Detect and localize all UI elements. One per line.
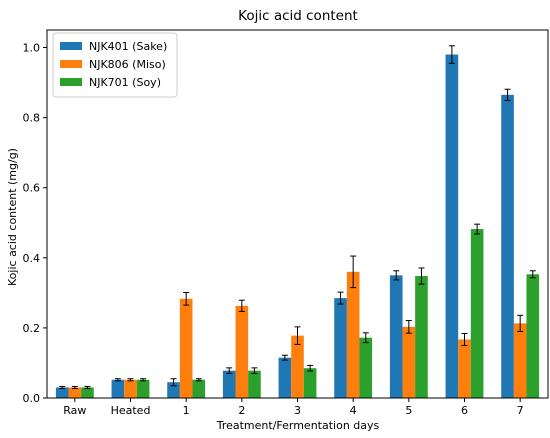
bar-3-4 [359,337,373,398]
error-bar [140,378,147,382]
error-bar [461,333,468,346]
error-bar [504,88,511,101]
bar-groups [55,54,540,399]
x-tick-label: 3 [294,404,301,417]
legend-label: NJK701 (Soy) [89,76,161,89]
x-axis-label: Treatment/Fermentation days [216,419,380,432]
y-axis: 0.0 0.2 0.4 0.6 0.8 1.0 [23,42,47,405]
bar-1-4 [334,298,347,398]
bar-2-2 [235,305,249,398]
bar-2-3 [291,335,304,398]
bar-2-7 [513,323,527,398]
bar-1-7 [501,94,514,398]
error-bars [59,45,536,390]
x-tick-label: 1 [183,404,190,417]
y-tick-label: 0.4 [23,252,41,265]
legend-swatch [60,78,82,86]
y-tick-label: 0.2 [23,322,41,335]
bar-2-4 [346,271,360,398]
legend: NJK401 (Sake) NJK806 (Miso) NJK701 (Soy) [52,32,178,98]
bar-3-Raw [81,387,94,398]
error-bar [71,385,78,390]
bar-1-Heated [111,379,125,398]
legend-swatch [60,60,82,68]
bar-3-1 [192,379,206,398]
error-bar [251,367,258,374]
y-tick-label: 0.6 [23,182,41,195]
error-bar [183,292,190,306]
error-bar [448,45,455,64]
error-bar [238,299,245,312]
legend-label: NJK401 (Sake) [89,40,167,53]
y-tick-label: 0.8 [23,112,41,125]
bar-1-5 [389,275,403,398]
bar-3-2 [248,370,261,398]
bar-3-3 [303,368,317,398]
error-bar [405,320,412,334]
x-tick-label: 6 [461,404,468,417]
error-bar [393,270,400,281]
error-bar [281,354,288,361]
x-axis: Raw Heated 1 2 3 4 5 6 7 [63,398,524,417]
error-bar [337,291,344,305]
y-tick-label: 1.0 [23,42,41,55]
y-axis-label: Kojic acid content (mg/g) [6,148,19,286]
bar-1-2 [222,370,236,398]
error-bar [307,364,314,372]
x-tick-label: Heated [111,404,151,417]
bar-3-7 [526,274,540,398]
error-bar [226,367,233,374]
error-bar [362,332,369,344]
bar-3-5 [415,276,428,398]
bar-1-6 [445,54,459,399]
error-bar [529,270,536,279]
x-tick-label: Raw [63,404,86,417]
error-bar [170,378,177,387]
bar-1-3 [278,357,292,398]
y-tick-label: 0.0 [23,392,41,405]
x-tick-label: 4 [350,404,357,417]
legend-label: NJK806 (Miso) [89,58,166,71]
x-tick-label: 7 [517,404,524,417]
bar-2-Heated [124,379,137,398]
error-bar [195,378,202,382]
bar-2-1 [179,298,193,398]
error-bar [418,267,425,285]
error-bar [127,378,134,382]
x-tick-label: 2 [238,404,245,417]
bar-1-1 [167,382,180,398]
bar-3-Heated [136,379,150,398]
error-bar [114,378,121,382]
bar-3-6 [470,229,484,398]
error-bar [84,385,91,390]
x-tick-label: 5 [405,404,412,417]
legend-swatch [60,42,82,50]
bar-1-Raw [55,387,69,398]
error-bar [474,223,481,235]
bar-2-6 [458,339,471,398]
bar-2-Raw [68,387,82,398]
error-bar [350,255,357,289]
error-bar [517,314,524,332]
bar-2-5 [402,326,416,398]
error-bar [294,326,301,345]
error-bar [59,385,66,390]
chart-title: Kojic acid content [238,8,358,24]
legend-box [52,32,178,98]
